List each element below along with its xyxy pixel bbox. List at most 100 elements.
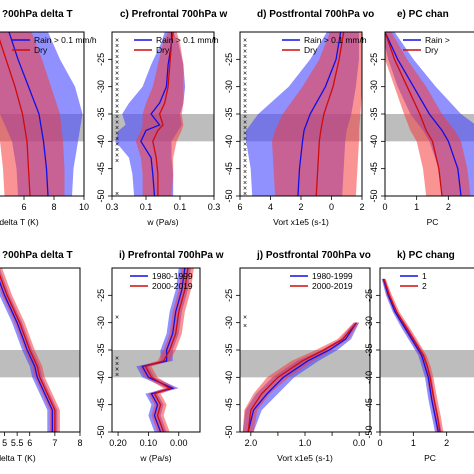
legend-label: 2000-2019: [152, 281, 193, 291]
x-marker: ×: [243, 174, 247, 181]
x-marker: ×: [243, 109, 247, 116]
x-axis-label: Vort x1e5 (s-1): [277, 453, 333, 463]
x-tick-label: 0.1: [140, 202, 153, 212]
x-marker: ×: [243, 103, 247, 110]
x-tick-label: 2: [359, 202, 364, 212]
panel-bottom-2: ×××××i) Prefrontal 700hPa w0.20 0.10 0.00-…: [96, 250, 224, 463]
y-tick-label: -25: [224, 53, 234, 66]
x-marker: ×: [115, 158, 119, 165]
legend-label: 1: [422, 271, 427, 281]
series-line-0: [247, 322, 358, 432]
y-tick-label: -45: [364, 398, 374, 411]
x-marker: ×: [243, 180, 247, 187]
y-tick-label: -35: [369, 107, 379, 120]
x-marker: ×: [115, 315, 119, 322]
x-marker: ×: [243, 158, 247, 165]
panel-title: j) Postfrontal 700hPa vo: [256, 250, 371, 261]
x-marker: ×: [115, 87, 119, 94]
y-tick-label: -25: [369, 53, 379, 66]
y-tick-label: -50: [224, 425, 234, 438]
x-marker: ×: [243, 191, 247, 198]
legend-label: 1980-1999: [152, 271, 193, 281]
x-marker: ×: [243, 136, 247, 143]
y-tick-label: -40: [364, 371, 374, 384]
y-tick-label: -40: [224, 135, 234, 148]
x-tick-label: 0.1: [174, 202, 187, 212]
x-marker: ×: [115, 372, 119, 379]
x-tick-label: 0: [382, 202, 387, 212]
x-tick-label: 4: [268, 202, 273, 212]
legend-label: Rain >: [425, 35, 450, 45]
x-marker: ×: [115, 120, 119, 127]
x-marker: ×: [115, 76, 119, 83]
x-marker: ×: [243, 131, 247, 138]
x-tick-label: 2.0: [245, 438, 258, 448]
y-tick-label: -25: [96, 53, 106, 66]
y-tick-label: -50: [96, 189, 106, 202]
y-tick-label: -25: [364, 289, 374, 302]
x-marker: ×: [115, 191, 119, 198]
panel-top-3: ×××××××××××××××××××××××××××××d) Postfron…: [224, 9, 374, 227]
legend-label: Dry: [34, 45, 48, 55]
series-line-0: [297, 32, 342, 196]
x-tick-label: 5.5: [11, 438, 24, 448]
x-marker: ×: [243, 81, 247, 88]
x-marker: ×: [115, 81, 119, 88]
panel-title: ?00hPa delta T: [2, 250, 73, 261]
x-marker: ×: [243, 54, 247, 61]
series-line-1: [247, 322, 357, 432]
x-tick-label: 1: [411, 438, 416, 448]
x-marker: ×: [115, 54, 119, 61]
panel-bottom-3: ××j) Postfrontal 700hPa vo2.0 1.0 0.0-50-4…: [224, 250, 371, 463]
x-axis-label: w (Pa/s): [146, 217, 178, 227]
legend-label: Dry: [156, 45, 170, 55]
x-marker: ×: [115, 103, 119, 110]
panel-title: d) Postfrontal 700hPa vo: [257, 9, 374, 20]
y-tick-label: -30: [224, 316, 234, 329]
x-axis-label: Vort x1e5 (s-1): [273, 217, 329, 227]
x-marker: ×: [115, 65, 119, 72]
x-tick-label: 0.20: [109, 438, 127, 448]
series-line-1: [0, 39, 31, 196]
panel-title: ?00hPa delta T: [2, 9, 73, 20]
y-tick-label: -30: [369, 80, 379, 93]
x-tick-label: 8: [77, 438, 82, 448]
x-marker: ×: [115, 71, 119, 78]
x-marker: ×: [115, 367, 119, 374]
y-tick-label: -35: [224, 343, 234, 356]
x-axis-label: w (Pa/s): [139, 453, 171, 463]
y-tick-label: -50: [224, 189, 234, 202]
x-marker: ×: [243, 92, 247, 99]
x-tick-label: 2: [444, 438, 449, 448]
x-marker: ×: [243, 323, 247, 330]
y-tick-label: -40: [369, 135, 379, 148]
x-tick-label: 1.0: [299, 438, 312, 448]
x-marker: ×: [115, 38, 119, 45]
x-marker: ×: [115, 136, 119, 143]
x-tick-label: 0.00: [170, 438, 188, 448]
plot-frame: [0, 31, 85, 197]
y-tick-label: -50: [369, 189, 379, 202]
x-tick-label: 8: [51, 202, 56, 212]
y-tick-label: -45: [369, 162, 379, 175]
legend-label: Dry: [425, 45, 439, 55]
y-tick-label: -35: [96, 107, 106, 120]
x-marker: ×: [243, 43, 247, 50]
y-tick-label: -30: [364, 316, 374, 329]
x-tick-label: 6: [27, 438, 32, 448]
series-line-0: [141, 268, 186, 432]
y-tick-label: -35: [224, 107, 234, 120]
x-tick-label: 10: [79, 202, 89, 212]
x-tick-label: 1: [414, 202, 419, 212]
x-marker: ×: [115, 92, 119, 99]
panel-top-1: ?00hPa delta T46810delta T (K)Rain > 0.1…: [0, 9, 97, 227]
band-1: [0, 32, 65, 196]
legend-label: Rain > 0.1 mm/h: [34, 35, 97, 45]
x-tick-label: 5: [2, 438, 7, 448]
y-tick-label: -30: [96, 316, 106, 329]
y-tick-label: -40: [224, 371, 234, 384]
x-tick-label: 0.10: [140, 438, 158, 448]
